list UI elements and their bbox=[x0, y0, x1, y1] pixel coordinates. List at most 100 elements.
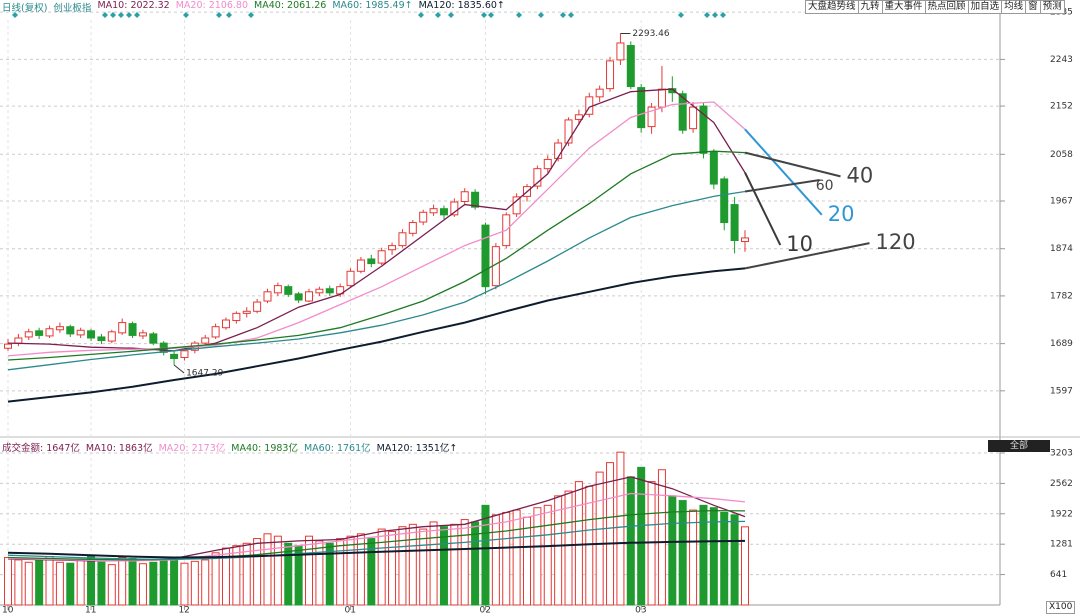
toolbar-button[interactable]: 窗 bbox=[1025, 0, 1041, 14]
x-tick-label: 10 bbox=[2, 606, 14, 615]
legend-entry: MA120: 1835.60↑ bbox=[418, 0, 505, 11]
candle-body bbox=[647, 106, 656, 128]
ma-line bbox=[7, 539, 746, 559]
candle-body bbox=[346, 270, 355, 287]
candle-body bbox=[253, 301, 262, 312]
volume-legend: 成交金额: 1647亿 MA10: 1863亿 MA20: 2173亿 MA40… bbox=[2, 440, 457, 454]
projection-label: 60 bbox=[816, 178, 834, 194]
y-tick-label: 1874 bbox=[1050, 244, 1073, 254]
volume-bar bbox=[502, 511, 511, 606]
toolbar-button[interactable]: 热点回顾 bbox=[924, 0, 969, 14]
volume-bar bbox=[481, 504, 490, 606]
toolbar-button[interactable]: 重大事件 bbox=[881, 0, 926, 14]
candle-body bbox=[398, 232, 407, 247]
volume-bar bbox=[429, 521, 438, 606]
candle-body bbox=[616, 42, 625, 61]
volume-bar bbox=[491, 514, 500, 606]
legend-entry: MA10: 2022.32 bbox=[97, 0, 170, 11]
candle-body bbox=[4, 343, 12, 349]
volume-bar bbox=[325, 542, 334, 606]
volume-bar bbox=[439, 526, 448, 606]
toolbar-button[interactable]: 预测 bbox=[1039, 0, 1065, 14]
volume-bar bbox=[543, 504, 552, 606]
legend-entry: MA10: 1863亿 bbox=[85, 443, 153, 454]
volume-bar bbox=[35, 557, 44, 606]
candle-body bbox=[606, 60, 615, 90]
volume-bar bbox=[284, 542, 293, 606]
legend-entry: MA20: 2173亿 bbox=[158, 443, 226, 454]
y-tick-label: 2152 bbox=[1050, 102, 1073, 112]
volume-bar bbox=[512, 509, 521, 606]
volume-bar bbox=[689, 509, 698, 606]
volume-bar bbox=[533, 507, 542, 606]
projection-label: 20 bbox=[828, 202, 855, 226]
x-tick-label: 12 bbox=[178, 606, 189, 615]
candle-body bbox=[512, 196, 521, 215]
toolbar-button[interactable]: 九转 bbox=[857, 0, 883, 14]
volume-bar bbox=[190, 560, 199, 606]
toolbar-button[interactable]: 大盘趋势线 bbox=[805, 0, 859, 14]
candle-body bbox=[201, 337, 210, 344]
projection-line bbox=[744, 151, 841, 178]
candle-body bbox=[419, 211, 428, 223]
annotation-label: 2293.46 bbox=[632, 29, 669, 39]
candle-body bbox=[211, 326, 220, 338]
volume-bar bbox=[24, 561, 33, 606]
volume-bar bbox=[305, 535, 314, 606]
y-tick-label: 1689 bbox=[1050, 339, 1073, 349]
index-name: 创业板指 bbox=[53, 3, 92, 14]
y-tick-label: 1967 bbox=[1050, 196, 1073, 206]
toolbar: 大盘趋势线 九转 重大事件 热点回顾 加自选 均线 窗 预测 bbox=[805, 0, 1065, 14]
candle-body bbox=[678, 93, 687, 131]
ma-line bbox=[7, 520, 746, 561]
volume-bar bbox=[170, 557, 179, 606]
candle-body bbox=[533, 168, 542, 187]
candle-body bbox=[689, 106, 698, 130]
y-tick-label: 3203 bbox=[1050, 448, 1073, 458]
period-dropdown[interactable]: 全部 bbox=[988, 440, 1050, 452]
volume-bar bbox=[709, 507, 718, 606]
y-tick-label: 641 bbox=[1050, 570, 1067, 580]
x-tick-label: 01 bbox=[345, 606, 356, 615]
volume-bar bbox=[637, 466, 646, 606]
candle-body bbox=[356, 259, 365, 272]
candle-body bbox=[284, 286, 293, 295]
y-tick-label: 1281 bbox=[1050, 540, 1073, 550]
volume-bar bbox=[377, 528, 386, 606]
candle-body bbox=[595, 88, 604, 98]
volume-bar bbox=[180, 562, 189, 606]
volume-bar bbox=[253, 538, 262, 606]
volume-bar bbox=[97, 561, 106, 606]
volume-bar bbox=[398, 526, 407, 606]
volume-bar bbox=[211, 552, 220, 606]
volume-bar bbox=[388, 530, 397, 606]
volume-bar bbox=[616, 451, 625, 606]
y-tick-label: 1782 bbox=[1050, 291, 1073, 301]
candle-body bbox=[263, 291, 272, 302]
legend-entry: MA20: 2106.80 bbox=[175, 0, 249, 11]
volume-bar bbox=[367, 538, 376, 606]
candle-body bbox=[55, 326, 64, 331]
annotation-leader bbox=[173, 364, 185, 374]
toolbar-button[interactable]: 加自选 bbox=[967, 0, 1003, 14]
volume-bar bbox=[408, 523, 417, 606]
volume-bar bbox=[564, 490, 573, 606]
volume-title: 成交金额: 1647亿 bbox=[2, 443, 80, 454]
volume-bar bbox=[626, 476, 635, 606]
toolbar-button[interactable]: 均线 bbox=[1001, 0, 1027, 14]
candle-body bbox=[107, 331, 116, 342]
volume-bar bbox=[76, 558, 85, 606]
volume-bar bbox=[720, 511, 729, 606]
candle-body bbox=[221, 319, 230, 329]
candle-body bbox=[14, 337, 23, 344]
volume-bar bbox=[606, 462, 615, 606]
volume-bar bbox=[263, 533, 272, 606]
y-tick-label: 2058 bbox=[1050, 150, 1073, 160]
candle-body bbox=[709, 151, 718, 185]
projection-line bbox=[744, 242, 870, 270]
candle-body bbox=[730, 204, 739, 241]
candle-body bbox=[388, 245, 397, 251]
volume-bar bbox=[740, 526, 749, 606]
ma-line bbox=[7, 88, 746, 352]
candle-body bbox=[637, 87, 646, 129]
